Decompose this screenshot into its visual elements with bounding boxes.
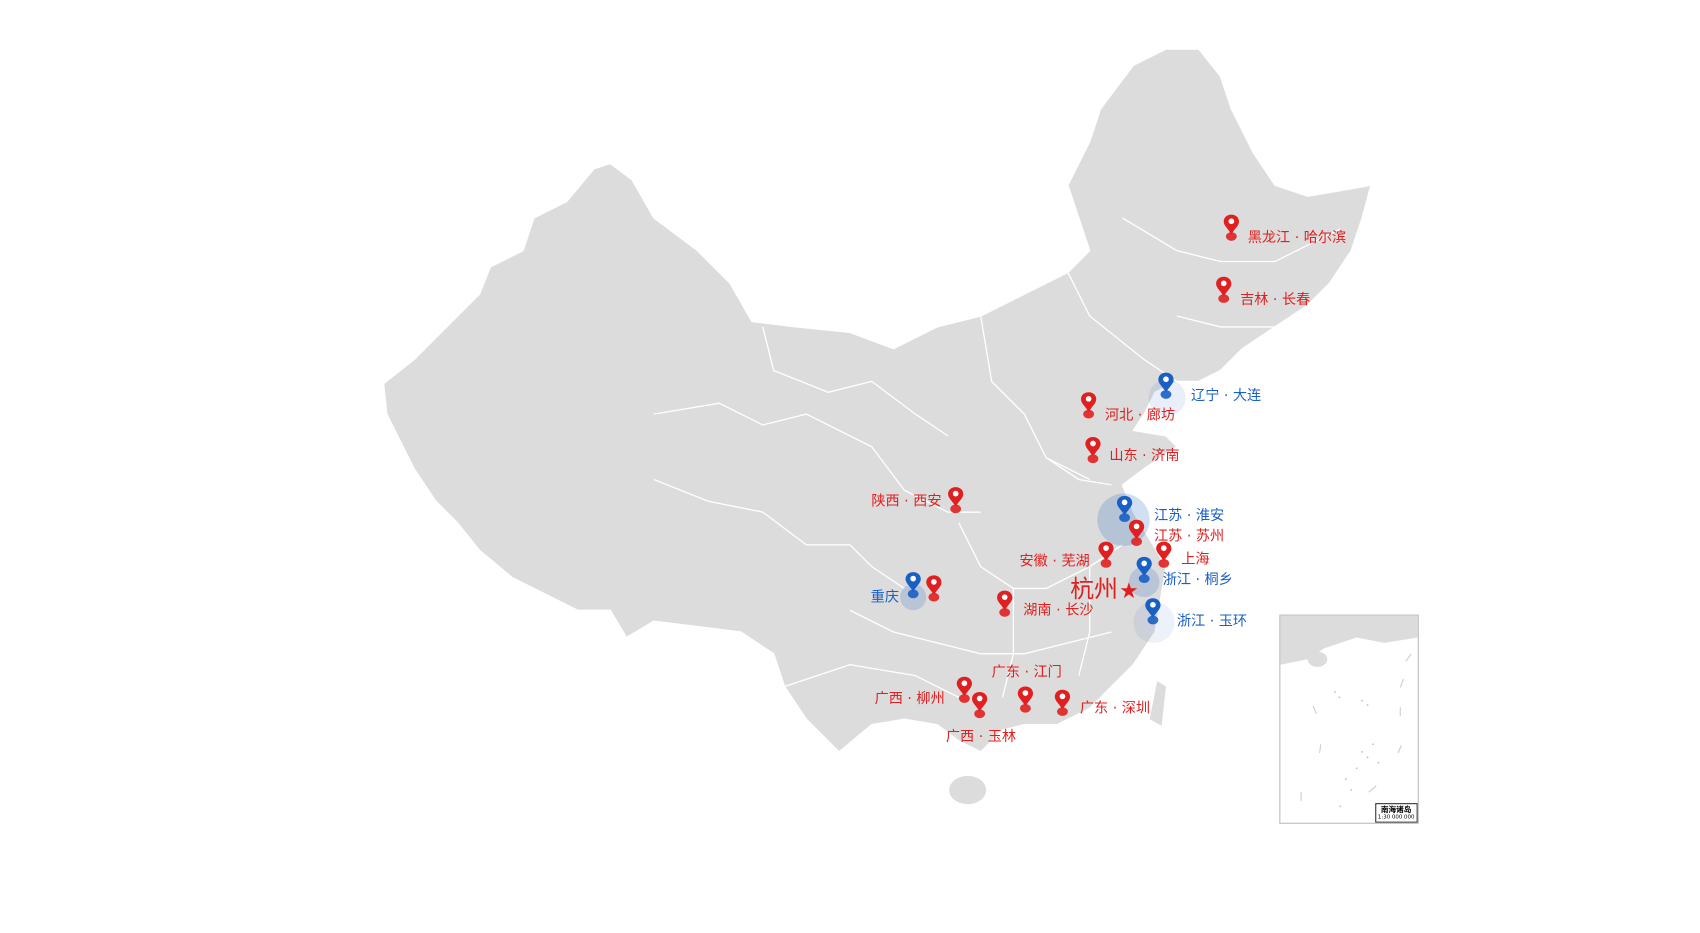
red-map-pin-icon[interactable] — [1214, 276, 1234, 304]
marker-label[interactable]: 河北 · 廊坊 — [1104, 407, 1176, 424]
blue-map-pin-icon[interactable] — [1115, 495, 1135, 523]
marker-label[interactable]: 广西 · 柳州 — [874, 690, 945, 708]
blue-map-pin-icon[interactable] — [903, 571, 923, 599]
red-map-pin-icon[interactable] — [946, 486, 966, 514]
red-map-pin-icon[interactable] — [970, 691, 990, 719]
inset-scale: 1:30 000 000 — [1377, 814, 1415, 821]
red-map-pin-icon[interactable] — [1053, 689, 1073, 717]
mainland — [382, 48, 1372, 753]
marker-label[interactable]: 上海 — [1181, 551, 1210, 568]
south-china-sea-inset: 南海诸岛 1:30 000 000 — [1279, 614, 1419, 824]
marker-label[interactable]: 重庆 — [870, 589, 900, 606]
red-map-pin-icon[interactable] — [1154, 540, 1174, 568]
marker-label[interactable]: 吉林 · 长春 — [1240, 292, 1311, 309]
marker-label[interactable]: 江苏 · 淮安 — [1153, 507, 1225, 525]
red-map-pin-icon[interactable] — [924, 574, 944, 602]
marker-label[interactable]: 辽宁 · 大连 — [1191, 387, 1262, 405]
red-map-pin-icon[interactable] — [955, 676, 975, 704]
red-map-pin-icon[interactable] — [995, 590, 1015, 618]
marker-label[interactable]: 广东 · 深圳 — [1079, 700, 1151, 718]
marker-label[interactable]: 广西 · 玉林 — [945, 729, 1017, 746]
inset-title: 南海诸岛 — [1380, 805, 1412, 815]
marker-label[interactable]: 浙江 · 桐乡 — [1162, 572, 1233, 589]
inset-legend: 南海诸岛 1:30 000 000 — [1374, 803, 1418, 823]
red-map-pin-icon[interactable] — [1127, 519, 1147, 547]
star-icon[interactable]: ★ — [1119, 577, 1139, 604]
marker-label[interactable]: 陕西 · 西安 — [871, 493, 942, 510]
red-map-pin-icon[interactable] — [1083, 436, 1103, 464]
province-borders — [653, 217, 1341, 698]
marker-label[interactable]: 黑龙江 · 哈尔滨 — [1247, 229, 1347, 247]
marker-label[interactable]: 安徽 · 芜湖 — [1019, 553, 1090, 570]
blue-map-pin-icon[interactable] — [1156, 372, 1176, 400]
marker-label[interactable]: 浙江 · 玉环 — [1176, 613, 1248, 630]
marker-label[interactable]: 广东 · 江门 — [991, 664, 1062, 682]
highlight-city-label[interactable]: 杭州 — [1070, 576, 1119, 604]
red-map-pin-icon[interactable] — [1096, 540, 1116, 568]
red-map-pin-icon[interactable] — [1016, 685, 1036, 713]
red-map-pin-icon[interactable] — [1222, 214, 1242, 242]
marker-label[interactable]: 江苏 · 苏州 — [1153, 528, 1225, 545]
marker-label[interactable]: 山东 · 济南 — [1109, 447, 1180, 465]
taiwan — [1149, 681, 1166, 726]
inset-map — [1280, 615, 1418, 808]
blue-map-pin-icon[interactable] — [1134, 556, 1154, 584]
blue-map-pin-icon[interactable] — [1143, 597, 1163, 625]
marker-label[interactable]: 湖南 · 长沙 — [1023, 602, 1094, 619]
red-map-pin-icon[interactable] — [1079, 391, 1099, 419]
hainan — [949, 775, 987, 805]
